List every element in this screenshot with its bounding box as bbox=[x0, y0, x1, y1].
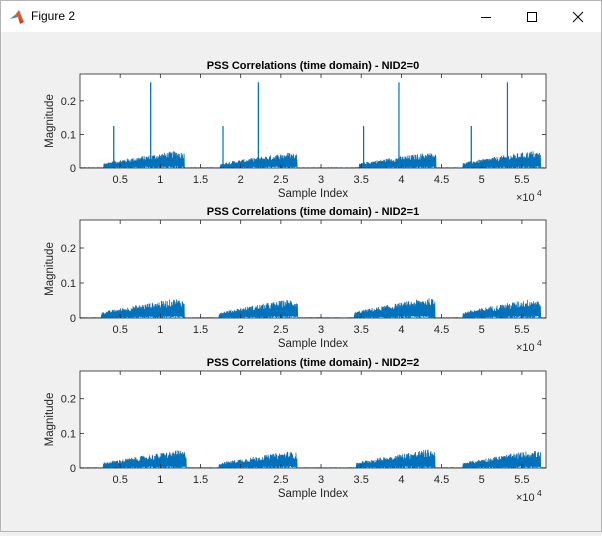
x-tick-label: 0.5 bbox=[113, 324, 128, 336]
x-tick-label: 4.5 bbox=[434, 174, 449, 186]
x-tick-label: 2 bbox=[238, 474, 244, 486]
x-axis-multiplier: ×10 bbox=[516, 492, 535, 504]
y-tick-label: 0 bbox=[70, 463, 76, 475]
subplot-2: 0.5 1 1.5 2 2.5 3 3.5 4 4.5 5 5.5 0 0.1 0.2 PSS Correl… bbox=[44, 357, 547, 504]
x-tick-label: 3.5 bbox=[354, 324, 369, 336]
x-tick-label: 3.5 bbox=[354, 474, 369, 486]
matlab-icon bbox=[10, 10, 24, 24]
x-tick-label: 2.5 bbox=[273, 474, 288, 486]
x-axis-multiplier-exponent: 4 bbox=[537, 338, 542, 348]
minimize-icon bbox=[481, 16, 491, 18]
x-tick-label: 1 bbox=[157, 324, 163, 336]
close-icon bbox=[572, 11, 584, 22]
x-tick-label: 5 bbox=[479, 324, 485, 336]
x-axis-label: Sample Index bbox=[278, 188, 349, 200]
x-tick-label: 3 bbox=[318, 324, 324, 336]
close-button[interactable] bbox=[555, 1, 601, 32]
y-axis-label: Magnitude bbox=[44, 393, 56, 447]
x-tick-label: 3 bbox=[318, 474, 324, 486]
axes-box bbox=[79, 73, 547, 169]
x-tick-label: 3.5 bbox=[354, 174, 369, 186]
y-axis-label: Magnitude bbox=[44, 242, 56, 296]
x-tick-label: 5 bbox=[479, 474, 485, 486]
axes-box bbox=[79, 219, 547, 319]
y-tick-label: 0.1 bbox=[61, 278, 76, 290]
subplot-1: 0.5 1 1.5 2 2.5 3 3.5 4 4.5 5 5.5 0 0.1 0.2 PSS Correl… bbox=[44, 206, 547, 354]
x-tick-label: 1.5 bbox=[193, 474, 208, 486]
x-tick-label: 1 bbox=[157, 174, 163, 186]
title-bar[interactable]: Figure 2 bbox=[1, 1, 601, 32]
x-tick-label: 2 bbox=[238, 174, 244, 186]
x-tick-label: 0.5 bbox=[113, 174, 128, 186]
x-tick-label: 1 bbox=[157, 474, 163, 486]
x-tick-label: 5.5 bbox=[514, 474, 529, 486]
figure-canvas: 0.5 1 1.5 2 2.5 3 3.5 4 4.5 5 5.5 0 0.1 0.2 PSS Correl… bbox=[1, 32, 601, 531]
x-tick-label: 5.5 bbox=[514, 324, 529, 336]
chart-title: PSS Correlations (time domain) - NID2=1 bbox=[207, 206, 419, 218]
x-tick-label: 5 bbox=[479, 174, 485, 186]
y-tick-label: 0.2 bbox=[61, 96, 76, 108]
x-tick-label: 2 bbox=[238, 324, 244, 336]
axes-background bbox=[80, 74, 546, 168]
x-tick-label: 5.5 bbox=[514, 174, 529, 186]
y-tick-label: 0.1 bbox=[61, 129, 76, 141]
x-axis-multiplier-exponent: 4 bbox=[537, 488, 542, 498]
x-tick-label: 4 bbox=[398, 324, 404, 336]
y-tick-label: 0.2 bbox=[61, 243, 76, 255]
y-tick-label: 0 bbox=[70, 313, 76, 325]
y-tick-label: 0 bbox=[70, 163, 76, 175]
chart-title: PSS Correlations (time domain) - NID2=2 bbox=[207, 357, 419, 369]
minimize-button[interactable] bbox=[463, 1, 509, 32]
x-tick-label: 4 bbox=[398, 474, 404, 486]
figure-plots: 0.5 1 1.5 2 2.5 3 3.5 4 4.5 5 5.5 0 0.1 0.2 PSS Correl… bbox=[44, 60, 547, 504]
x-tick-label: 3 bbox=[318, 174, 324, 186]
y-tick-label: 0.1 bbox=[61, 428, 76, 440]
axes-background bbox=[80, 371, 546, 468]
x-tick-label: 2.5 bbox=[273, 324, 288, 336]
axes-box bbox=[79, 370, 547, 469]
x-axis-label: Sample Index bbox=[278, 488, 349, 500]
subplot-0: 0.5 1 1.5 2 2.5 3 3.5 4 4.5 5 5.5 0 0.1 0.2 PSS Correl… bbox=[44, 60, 547, 204]
x-tick-label: 4.5 bbox=[434, 474, 449, 486]
x-tick-label: 1.5 bbox=[193, 324, 208, 336]
maximize-icon bbox=[527, 11, 537, 22]
maximize-button[interactable] bbox=[509, 1, 555, 32]
x-tick-label: 0.5 bbox=[113, 474, 128, 486]
window-title: Figure 2 bbox=[31, 9, 76, 23]
x-axis-multiplier: ×10 bbox=[516, 342, 535, 354]
x-axis-multiplier-exponent: 4 bbox=[537, 188, 542, 198]
x-axis-multiplier: ×10 bbox=[516, 192, 535, 204]
chart-title: PSS Correlations (time domain) - NID2=0 bbox=[207, 60, 419, 72]
y-axis-label: Magnitude bbox=[44, 94, 56, 148]
x-axis-label: Sample Index bbox=[278, 338, 349, 350]
x-tick-label: 1.5 bbox=[193, 174, 208, 186]
x-tick-label: 2.5 bbox=[273, 174, 288, 186]
x-tick-label: 4 bbox=[398, 174, 404, 186]
axes-background bbox=[80, 220, 546, 318]
y-tick-label: 0.2 bbox=[61, 394, 76, 406]
x-tick-label: 4.5 bbox=[434, 324, 449, 336]
